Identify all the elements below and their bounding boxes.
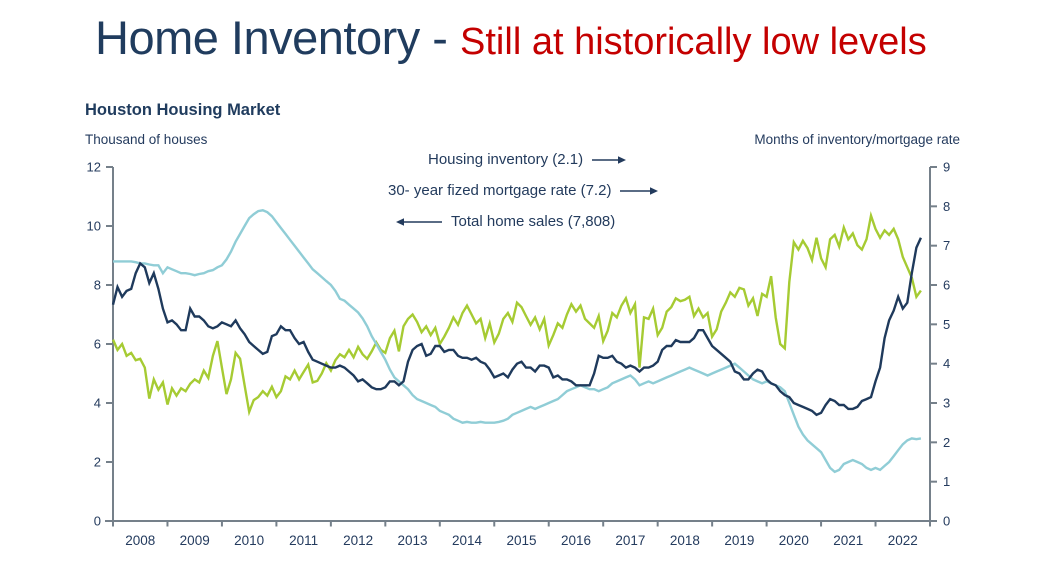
- annotation-housing-inventory-label: Housing inventory (2.1): [428, 151, 584, 168]
- x-axis-year-label: 2014: [452, 533, 483, 548]
- x-axis-year-label: 2011: [289, 533, 318, 548]
- right-arrow-icon: [620, 186, 659, 195]
- series-line-30-year-fixed-mortgage-rate: [111, 237, 922, 417]
- left-axis-tick-label: 2: [94, 455, 101, 470]
- x-axis-year-label: 2016: [561, 533, 591, 548]
- x-axis-year-label: 2009: [180, 533, 210, 548]
- right-axis-tick-label: 9: [943, 160, 950, 175]
- page-title-highlight: Still at historically low levels: [460, 21, 927, 63]
- x-axis-year-label: 2010: [234, 533, 264, 548]
- left-arrow-icon: [396, 217, 442, 226]
- annotation-mortgage-rate: 30- year fized mortgage rate (7.2): [388, 182, 659, 199]
- right-axis-tick-label: 8: [943, 199, 950, 214]
- right-axis-tick-label: 6: [943, 278, 950, 293]
- right-axis-tick-label: 1: [943, 474, 950, 489]
- page-title: Home Inventory - Still at historically l…: [95, 10, 927, 65]
- annotation-total-home-sales: Total home sales (7,808): [396, 213, 615, 230]
- series-line-total-home-sales: [111, 211, 922, 417]
- right-axis-tick-label: 3: [943, 396, 950, 411]
- x-axis-year-label: 2017: [615, 533, 645, 548]
- left-axis-caption: Thousand of houses: [85, 132, 208, 147]
- right-axis-tick-label: 7: [943, 238, 950, 253]
- right-arrow-icon: [592, 155, 627, 164]
- right-axis-tick-label: 2: [943, 435, 950, 450]
- annotation-total-home-sales-label: Total home sales (7,808): [451, 213, 616, 230]
- left-axis-tick-label: 0: [94, 514, 101, 529]
- page-title-main: Home Inventory -: [95, 11, 461, 64]
- x-axis-year-label: 2021: [833, 533, 863, 548]
- left-axis-tick-label: 12: [87, 160, 101, 175]
- x-axis-year-label: 2013: [398, 533, 428, 548]
- x-axis-year-label: 2019: [724, 533, 754, 548]
- right-axis-caption: Months of inventory/mortgage rate: [754, 132, 960, 147]
- left-axis-tick-label: 6: [94, 337, 101, 352]
- x-axis-year-label: 2022: [888, 533, 918, 548]
- x-axis-year-label: 2015: [506, 533, 536, 548]
- chart-subtitle: Houston Housing Market: [85, 101, 281, 119]
- annotation-housing-inventory: Housing inventory (2.1): [428, 151, 627, 168]
- left-axis-tick-label: 10: [87, 219, 101, 234]
- annotation-mortgage-rate-label: 30- year fized mortgage rate (7.2): [388, 182, 612, 199]
- right-axis-tick-label: 4: [943, 356, 950, 371]
- x-axis-year-label: 2012: [343, 533, 373, 548]
- left-axis-tick-label: 8: [94, 278, 101, 293]
- x-axis-year-label: 2020: [779, 533, 809, 548]
- x-axis-year-label: 2008: [125, 533, 155, 548]
- left-axis-tick-label: 4: [94, 396, 101, 411]
- right-axis-tick-label: 0: [943, 514, 950, 529]
- x-axis-year-label: 2018: [670, 533, 700, 548]
- right-axis-tick-label: 5: [943, 317, 950, 332]
